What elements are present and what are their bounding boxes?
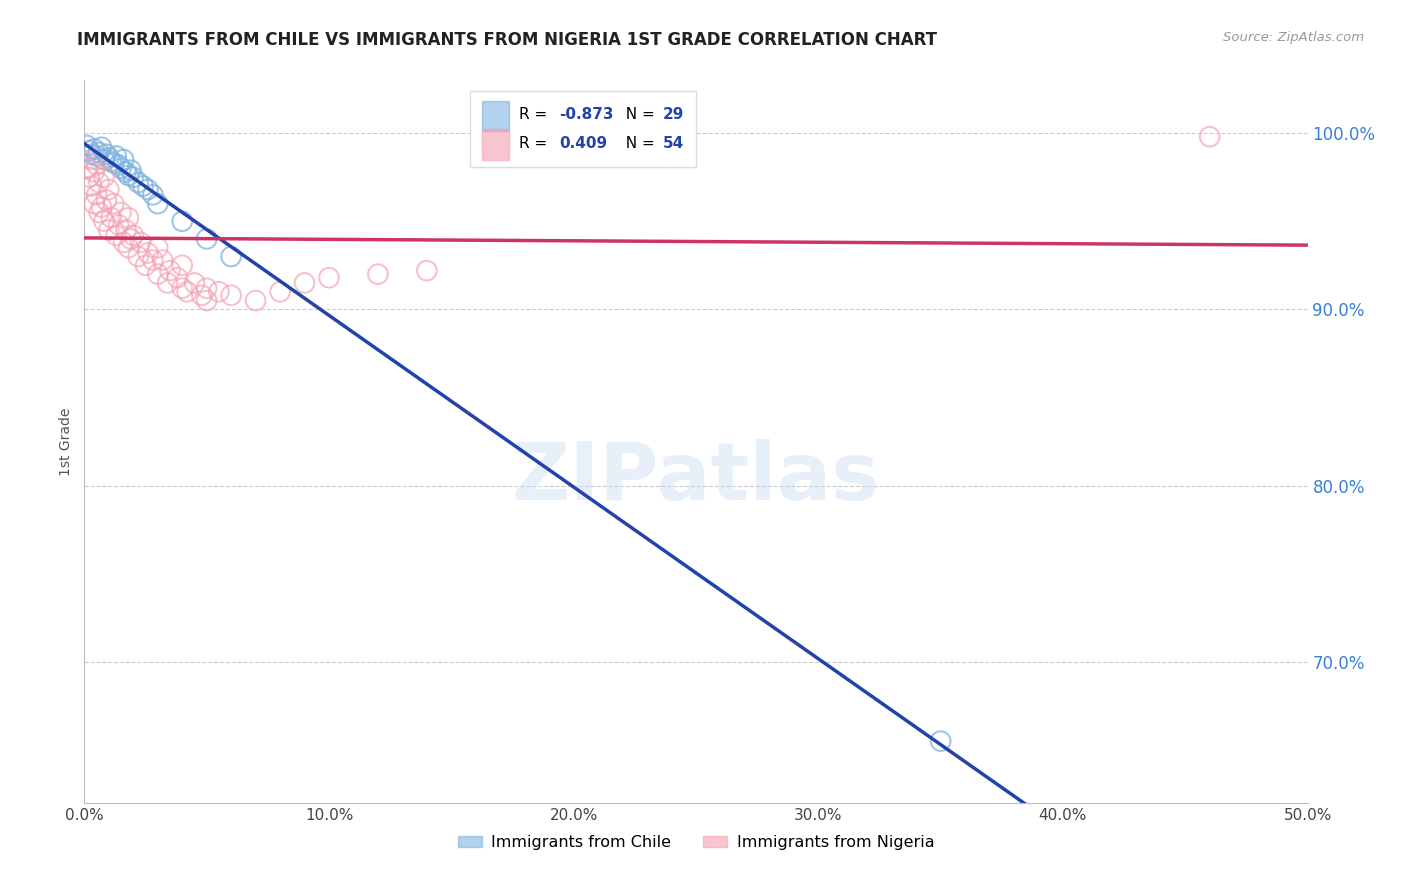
Point bbox=[103, 196, 125, 211]
Point bbox=[416, 263, 439, 277]
Point bbox=[152, 253, 174, 268]
Point bbox=[117, 211, 139, 225]
Point bbox=[90, 140, 112, 154]
Point bbox=[172, 258, 194, 272]
Point bbox=[86, 187, 108, 202]
Point bbox=[176, 285, 198, 299]
FancyBboxPatch shape bbox=[482, 101, 509, 131]
Point bbox=[86, 158, 108, 172]
Point bbox=[87, 145, 110, 160]
Text: 54: 54 bbox=[664, 136, 685, 152]
Legend: Immigrants from Chile, Immigrants from Nigeria: Immigrants from Chile, Immigrants from N… bbox=[451, 829, 941, 856]
Point bbox=[83, 196, 105, 211]
Point bbox=[183, 276, 205, 290]
Point bbox=[172, 214, 194, 228]
Point bbox=[110, 205, 132, 219]
Point bbox=[87, 176, 110, 190]
Point bbox=[195, 293, 218, 308]
Point bbox=[100, 154, 122, 169]
Point bbox=[367, 267, 389, 281]
Text: N =: N = bbox=[616, 136, 659, 152]
FancyBboxPatch shape bbox=[482, 129, 509, 160]
Point bbox=[117, 169, 139, 183]
Point bbox=[129, 235, 152, 250]
Point bbox=[318, 270, 340, 285]
Point bbox=[146, 267, 169, 281]
Point bbox=[112, 153, 135, 167]
Point bbox=[156, 276, 179, 290]
Point bbox=[146, 241, 169, 255]
Point bbox=[115, 223, 138, 237]
Point bbox=[80, 153, 103, 167]
Point bbox=[136, 246, 159, 260]
Point bbox=[103, 156, 125, 170]
Point bbox=[105, 228, 128, 243]
Text: ZIPatlas: ZIPatlas bbox=[512, 439, 880, 516]
Point bbox=[76, 138, 98, 153]
Point bbox=[208, 285, 231, 299]
Point bbox=[219, 250, 242, 264]
Point bbox=[83, 165, 105, 179]
Y-axis label: 1st Grade: 1st Grade bbox=[59, 408, 73, 475]
Text: -0.873: -0.873 bbox=[560, 107, 613, 122]
Point bbox=[107, 218, 129, 232]
Point bbox=[195, 232, 218, 246]
Text: IMMIGRANTS FROM CHILE VS IMMIGRANTS FROM NIGERIA 1ST GRADE CORRELATION CHART: IMMIGRANTS FROM CHILE VS IMMIGRANTS FROM… bbox=[77, 31, 938, 49]
FancyBboxPatch shape bbox=[470, 91, 696, 167]
Point bbox=[120, 163, 142, 178]
Point bbox=[105, 149, 128, 163]
Point bbox=[90, 200, 112, 214]
Text: 0.409: 0.409 bbox=[560, 136, 607, 152]
Point bbox=[83, 142, 105, 156]
Point bbox=[110, 161, 132, 176]
Point bbox=[115, 165, 138, 179]
Point bbox=[117, 241, 139, 255]
Point bbox=[97, 182, 120, 196]
Point bbox=[97, 151, 120, 165]
Point bbox=[191, 288, 214, 302]
Point bbox=[80, 147, 103, 161]
Point bbox=[142, 187, 165, 202]
Point bbox=[136, 182, 159, 196]
Text: R =: R = bbox=[519, 107, 551, 122]
Point bbox=[166, 270, 188, 285]
Point bbox=[96, 193, 118, 207]
Point bbox=[93, 214, 115, 228]
Point bbox=[132, 179, 155, 194]
Point bbox=[100, 211, 122, 225]
Point bbox=[929, 734, 952, 748]
Point bbox=[86, 149, 108, 163]
Point bbox=[97, 223, 120, 237]
Point bbox=[122, 170, 145, 185]
Point bbox=[77, 170, 100, 185]
Point bbox=[107, 158, 129, 172]
Point bbox=[294, 276, 316, 290]
Point bbox=[127, 250, 149, 264]
Text: Source: ZipAtlas.com: Source: ZipAtlas.com bbox=[1223, 31, 1364, 45]
Point bbox=[96, 147, 118, 161]
Point bbox=[93, 170, 115, 185]
Point bbox=[146, 196, 169, 211]
Point bbox=[245, 293, 267, 308]
Point bbox=[77, 144, 100, 158]
Point bbox=[159, 263, 181, 277]
Point bbox=[93, 153, 115, 167]
Text: 29: 29 bbox=[664, 107, 685, 122]
Text: N =: N = bbox=[616, 107, 659, 122]
Point bbox=[219, 288, 242, 302]
Point bbox=[87, 205, 110, 219]
Point bbox=[120, 232, 142, 246]
Point bbox=[142, 253, 165, 268]
Point bbox=[80, 179, 103, 194]
Point bbox=[112, 235, 135, 250]
Point bbox=[269, 285, 291, 299]
Point bbox=[122, 228, 145, 243]
Point bbox=[195, 281, 218, 295]
Point bbox=[76, 161, 98, 176]
Point bbox=[172, 281, 194, 295]
Point bbox=[135, 258, 157, 272]
Point bbox=[1198, 129, 1220, 144]
Point bbox=[127, 176, 149, 190]
Text: R =: R = bbox=[519, 136, 557, 152]
